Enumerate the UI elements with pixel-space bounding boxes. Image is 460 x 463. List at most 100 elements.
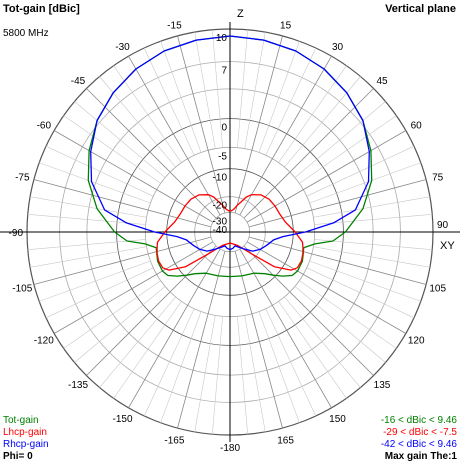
phi-label: Phi= 0 [3, 451, 33, 462]
max-gain-label: Max gain The:1 [385, 451, 458, 462]
radial-label: -30 [213, 216, 228, 227]
radial-label: -20 [213, 201, 228, 212]
angle-label: 150 [329, 414, 346, 425]
grid-spoke [99, 76, 176, 168]
angle-label: -165 [164, 436, 184, 447]
grid-spoke [54, 130, 214, 223]
radial-label: -10 [213, 173, 228, 184]
chart-title: Tot-gain [dBic] [3, 3, 80, 15]
angle-label: -30 [115, 42, 130, 53]
grid-spoke [294, 101, 386, 178]
grid-spoke [177, 250, 226, 429]
legend-lhcp-gain: Lhcp-gain [3, 427, 47, 438]
grid-spoke [212, 316, 223, 435]
grid-spoke [30, 196, 147, 218]
grid-spoke [74, 101, 166, 178]
angle-label: -150 [112, 414, 132, 425]
grid-spoke [39, 260, 151, 302]
grid-spoke [86, 88, 217, 219]
grid-spoke [244, 315, 266, 432]
series-line-tot-gain [87, 35, 373, 278]
grid-spoke [306, 267, 415, 319]
grid-spoke [246, 241, 406, 334]
grid-spoke [63, 115, 161, 184]
grid-spoke [160, 311, 202, 423]
angle-label: 60 [411, 121, 423, 132]
grid-spoke [30, 246, 147, 268]
grid-spoke [248, 236, 427, 285]
grid-spoke [299, 115, 397, 184]
grid-spoke [33, 179, 212, 228]
legend-rhcp-gain: Rhcp-gain [3, 439, 49, 450]
grid-spoke [143, 308, 195, 417]
legend-tot-gain: Tot-gain [3, 415, 39, 426]
angle-label: 75 [432, 172, 444, 183]
grid-spoke [39, 162, 151, 204]
grid-spoke [33, 236, 212, 285]
grid-spoke [237, 316, 248, 435]
grid-spoke [45, 267, 154, 319]
grid-spoke [239, 56, 332, 216]
grid-spoke [27, 239, 146, 250]
angle-label: -75 [15, 172, 30, 183]
grid-spoke [284, 76, 361, 168]
grid-spoke [63, 280, 161, 349]
angle-label: 165 [277, 436, 294, 447]
grid-spoke [244, 32, 266, 149]
grid-spoke [243, 245, 374, 376]
label-layer: 15 30 45 60 75 90 105 120 135 150 165 -180 -15 -30 -45… [9, 20, 449, 454]
angle-label: 105 [429, 284, 446, 295]
angle-label: -105 [12, 284, 32, 295]
grid-spoke [128, 248, 221, 408]
grid-spoke [309, 260, 421, 302]
grid-spoke [243, 88, 374, 219]
angle-label: 15 [280, 20, 292, 31]
grid-spoke [99, 296, 176, 388]
grid-spoke [143, 47, 195, 156]
angle-label: 120 [408, 336, 425, 347]
grid-spoke [86, 245, 217, 376]
angle-label: 135 [374, 380, 391, 391]
radial-label: -5 [218, 151, 227, 162]
grid-spoke [306, 145, 415, 197]
grid-spoke [128, 56, 221, 216]
angle-label: -60 [37, 121, 52, 132]
range-tot-gain: -16 < dBic < 9.46 [381, 415, 458, 426]
range-rhcp-gain: -42 < dBic < 9.46 [381, 439, 458, 450]
frequency-label: 5800 MHz [3, 28, 49, 39]
grid-spoke [113, 65, 182, 163]
grid-spoke [194, 315, 216, 432]
angle-label: -90 [9, 228, 24, 239]
grid-spoke [258, 41, 300, 153]
series-line-rhcp-gain [90, 35, 370, 252]
angle-label: 30 [332, 42, 344, 53]
grid-spoke [278, 301, 347, 399]
grid-spoke [113, 301, 182, 399]
angle-label: -180 [220, 443, 240, 454]
angle-label: 45 [376, 76, 388, 87]
grid-spoke [74, 286, 166, 363]
grid-spoke [248, 179, 427, 228]
grid-spoke [313, 246, 430, 268]
grid-spoke [265, 47, 317, 156]
radial-label: -40 [213, 225, 228, 236]
grid-spoke [299, 280, 397, 349]
grid-spoke [237, 29, 248, 148]
grid-spoke [284, 296, 361, 388]
grid-spoke [160, 41, 202, 153]
series-line-lhcp-gain [156, 194, 304, 271]
radial-label: 10 [216, 33, 228, 44]
range-lhcp-gain: -29 < dBic < -7.5 [383, 427, 457, 438]
angle-label: -120 [34, 336, 54, 347]
grid-spoke [45, 145, 154, 197]
grid-spoke [212, 29, 223, 148]
grid-spoke [313, 196, 430, 218]
grid-spoke [54, 241, 214, 334]
grid-spoke [246, 130, 406, 223]
grid-spoke [309, 162, 421, 204]
series-layer [87, 35, 373, 278]
angle-label: -15 [167, 20, 182, 31]
grid-spoke [265, 308, 317, 417]
grid-spoke [278, 65, 347, 163]
angle-label: -135 [68, 380, 88, 391]
